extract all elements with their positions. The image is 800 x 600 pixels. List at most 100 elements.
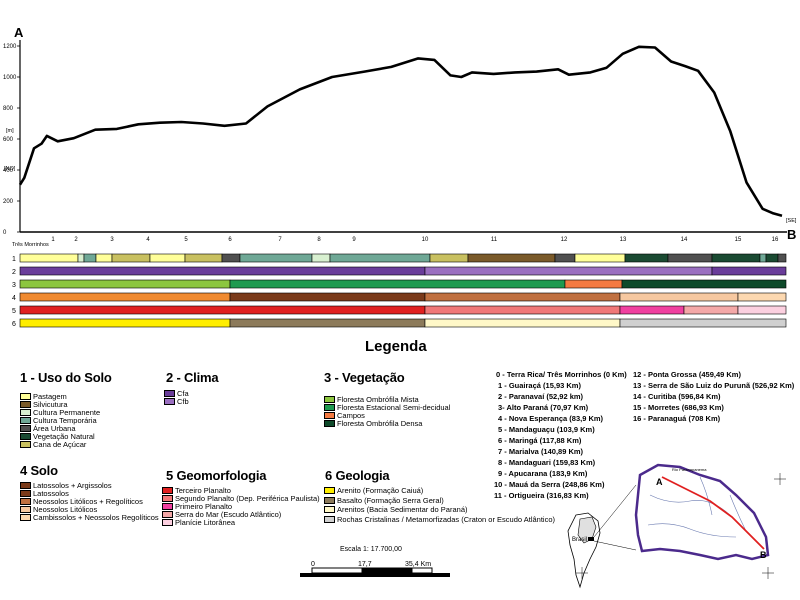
legend-swatch [162, 519, 173, 526]
bar-segment [765, 253, 779, 263]
scale-seg-3 [411, 567, 433, 574]
place-item: 10 - Mauá da Serra (248,86 Km) [494, 480, 605, 489]
legend-swatch [162, 503, 173, 510]
bar-segment [111, 253, 151, 263]
legend-item-label: Neossolos Litólicos + Regolíticos [33, 497, 143, 506]
place-item: 8 - Mandaguari (159,83 Km) [498, 458, 596, 467]
bar-segment [424, 305, 621, 315]
elevation-line [18, 45, 783, 217]
bar-segment [759, 253, 767, 263]
inset-line-2 [593, 540, 637, 551]
point-label: 6 [228, 237, 232, 243]
place-item: 5 - Mandaguaçu (103,9 Km) [498, 425, 595, 434]
bar-row-label: 5 [12, 308, 16, 315]
unit-label: [m] [6, 128, 14, 134]
clima-title: 2 - Clima [166, 370, 219, 385]
place-item: 9 - Apucarana (183,9 Km) [498, 469, 588, 478]
bar-segment [564, 279, 623, 289]
profile-route [661, 476, 765, 550]
bar-segment [19, 292, 231, 302]
legend-item-label: Serra do Mar (Escudo Atlântico) [175, 510, 282, 519]
compass-top-right [774, 473, 786, 485]
place-item: 16 - Paranaguá (708 Km) [633, 414, 721, 423]
legend-swatch [20, 417, 31, 424]
legend-swatch [20, 490, 31, 497]
legend-item-label: Arenitos (Bacia Sedimentar do Paraná) [337, 505, 468, 514]
legend-swatch [324, 496, 335, 504]
point-label: 12 [561, 237, 568, 243]
legend-item-label: Cultura Permanente [33, 408, 101, 417]
parana-state-outline [634, 463, 770, 561]
bar-segment [683, 305, 739, 315]
scale-tick-1: 17,7 [358, 561, 372, 568]
legend-swatch [20, 409, 31, 416]
place-item: 13 - Serra de São Luiz do Purunã (526,92… [633, 381, 795, 390]
scale-tick-2: 35,4 Km [405, 561, 431, 568]
river-3 [699, 476, 713, 516]
scale-tick-0: 0 [311, 561, 315, 568]
place-item: 14 - Curitiba (596,84 Km) [633, 392, 721, 401]
legend-swatch [324, 506, 335, 513]
map-a-label: A [656, 477, 663, 487]
scale-text: Escala 1: 17.700,00 [340, 546, 402, 553]
bar-segment [737, 292, 787, 302]
bar-segment [239, 253, 313, 263]
bar-row-label: 6 [12, 321, 16, 328]
y-tick-label: 1000 [3, 75, 17, 81]
bar-segment [619, 305, 685, 315]
brasil-label: Brasil [572, 537, 587, 543]
bar-segment [221, 253, 241, 263]
river-label: Rio Paranapanema [672, 467, 707, 472]
bar-segment [424, 266, 713, 276]
legend-item-label: Latossolos + Argissolos [33, 481, 112, 490]
bar-segment [95, 253, 113, 263]
point-label: 4 [146, 237, 150, 243]
profile-b-label: B [787, 227, 796, 242]
legend-item-label: Pastagem [33, 392, 67, 401]
legend-swatch [20, 425, 31, 432]
compass-bottom-left [576, 567, 588, 579]
point-label: 11 [491, 237, 498, 243]
bar-segment [621, 279, 787, 289]
legend-swatch [20, 401, 31, 408]
bar-segment [149, 253, 186, 263]
point-label: 9 [352, 237, 356, 243]
legend-swatch [164, 398, 175, 405]
legend-item-label: Cambissolos + Neossolos Regolíticos [33, 513, 159, 522]
legend-swatch [324, 396, 335, 403]
y-tick-label: 800 [3, 106, 14, 112]
place-item: 1 - Guairaçá (15,93 Km) [498, 381, 581, 390]
bar-segment [624, 253, 669, 263]
bar-row-label: 3 [12, 282, 16, 289]
legend-swatch [324, 420, 335, 427]
bar-segment [229, 292, 426, 302]
bar-segment [711, 253, 761, 263]
legend-swatch [164, 390, 175, 397]
legend-swatch [162, 495, 173, 502]
point-label: 8 [317, 237, 321, 243]
bar-segment [19, 253, 79, 263]
y-tick-label: 400 [3, 168, 14, 174]
map-b-label: B [760, 550, 767, 560]
location-map: Brasil A B Rio Paranapanema [567, 463, 786, 589]
legend-item-label: Terceiro Planalto [175, 486, 231, 495]
place-item: 11 - Ortigueira (316,83 Km) [494, 491, 589, 500]
place-item: 12 - Ponta Grossa (459,49 Km) [633, 370, 741, 379]
point-label: 5 [184, 237, 188, 243]
bar-segment [184, 253, 223, 263]
geol-title: 6 Geologia [325, 468, 390, 483]
bar-segment [311, 253, 331, 263]
point-label: 16 [772, 237, 779, 243]
bar-segment [19, 318, 231, 328]
legend-swatch [324, 487, 335, 494]
inset-locator [588, 537, 594, 541]
bar-segment [229, 279, 566, 289]
uso-title: 1 - Uso do Solo [20, 370, 112, 385]
bar-segment [424, 292, 621, 302]
place-item: 2 - Paranavaí (52,92 km) [498, 392, 584, 401]
legend-item-label: Latossolos [33, 489, 69, 498]
legend-swatch [20, 433, 31, 440]
legend-item-label: Cfb [177, 397, 189, 406]
